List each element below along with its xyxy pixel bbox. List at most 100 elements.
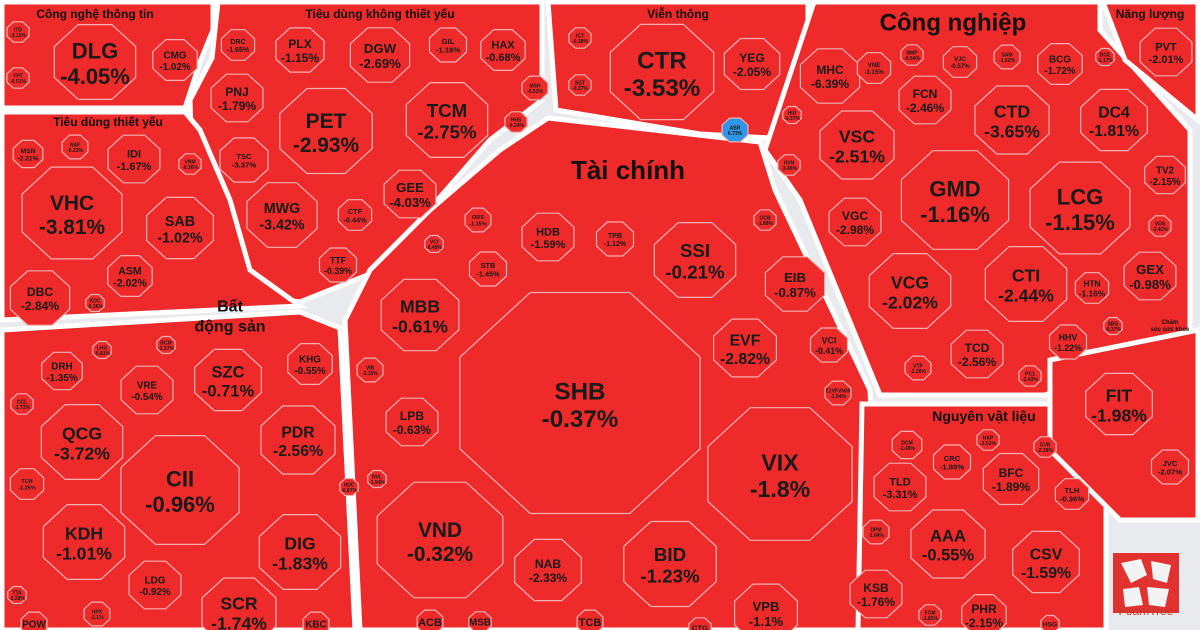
cell-ctd[interactable]: CTD-3.65% [974, 85, 1050, 155]
cell-vpb[interactable]: VPB-1.1% [733, 583, 799, 630]
cell-bmp[interactable]: BMP-0.94% [900, 44, 924, 66]
cell-shape[interactable] [302, 611, 330, 630]
cell-hax[interactable]: HAX-0.68% [480, 29, 526, 72]
cell-shape[interactable] [1033, 436, 1057, 458]
cell-lhg[interactable]: LHG-0.81% [92, 340, 112, 360]
cell-shape[interactable] [468, 611, 492, 630]
cell-ors[interactable]: ORS-1.15% [464, 207, 492, 233]
cell-shape[interactable] [862, 519, 890, 545]
cell-shape[interactable] [849, 569, 903, 619]
cell-shape[interactable] [107, 255, 153, 297]
cell-shape[interactable] [428, 27, 468, 63]
cell-shape[interactable] [337, 199, 373, 231]
cell-shape[interactable] [1054, 478, 1090, 510]
cell-shape[interactable] [92, 340, 112, 360]
cell-shape[interactable] [799, 48, 861, 104]
cell-shape[interactable] [279, 87, 373, 175]
cell-shape[interactable] [623, 520, 717, 608]
cell-vtp[interactable]: VTP-2.28% [904, 355, 932, 381]
cell-pdr[interactable]: PDR-2.56% [260, 405, 336, 475]
cell-msn[interactable]: MSN-2.21% [12, 139, 44, 169]
cell-shape[interactable] [146, 196, 214, 260]
cell-tcd[interactable]: TCD-2.56% [950, 329, 1004, 379]
cell-shape[interactable] [318, 247, 358, 283]
cell-lpb[interactable]: LPB-0.63% [385, 397, 439, 447]
cell-qcg[interactable]: QCG-3.72% [40, 404, 124, 480]
cell-asm[interactable]: ASM-2.02% [107, 255, 153, 297]
cell-shape[interactable] [1080, 88, 1148, 152]
cell-stb[interactable]: STB-1.45% [468, 251, 508, 287]
cell-shape[interactable] [220, 29, 256, 61]
cell-bce[interactable]: BCE-1.17% [1095, 47, 1115, 67]
cell-shape[interactable] [61, 134, 89, 160]
cell-shb[interactable]: SHB-0.37% [459, 291, 701, 515]
cell-vci[interactable]: VCI-0.49% [424, 234, 444, 254]
cell-shape[interactable] [868, 253, 952, 329]
cell-shape[interactable] [712, 318, 778, 378]
cell-tpb[interactable]: TPB-1.12% [595, 221, 635, 257]
cell-shape[interactable] [9, 468, 45, 500]
cell-shape[interactable] [976, 429, 1000, 451]
cell-shape[interactable] [1029, 161, 1131, 255]
cell-tlh[interactable]: TLH-0.36% [1054, 478, 1090, 510]
cell-sgt[interactable]: SGT-0.27% [568, 74, 592, 96]
cell-nab[interactable]: NAB-2.33% [514, 538, 582, 602]
cell-pow[interactable]: POW [20, 611, 48, 630]
cell-fcm[interactable]: FCM-1.85% [918, 604, 942, 626]
cell-shape[interactable] [721, 117, 749, 143]
cell-shape[interactable] [900, 150, 1010, 250]
cell-shape[interactable] [777, 154, 801, 176]
cell-vre[interactable]: VRE-0.54% [120, 365, 174, 415]
cell-sab[interactable]: SAB-1.02% [146, 196, 214, 260]
cell-shape[interactable] [891, 430, 923, 460]
cell-ocb[interactable]: OCB-1.88% [753, 209, 777, 231]
cell-vne[interactable]: VNE-3.15% [856, 52, 892, 84]
cell-shape[interactable] [595, 221, 635, 257]
cell-shape[interactable] [1085, 372, 1153, 436]
cell-gil[interactable]: GIL-1.18% [428, 27, 468, 63]
cell-idi[interactable]: IDI-1.67% [107, 134, 161, 184]
cell-shape[interactable] [1037, 42, 1083, 86]
cell-shape[interactable] [974, 85, 1050, 155]
cell-shape[interactable] [416, 609, 444, 630]
cell-shape[interactable] [156, 335, 176, 355]
cell-naf[interactable]: NAF-0.22% [61, 134, 89, 160]
cell-dc4[interactable]: DC4-1.81% [1080, 88, 1148, 152]
cell-hid[interactable]: HID-0.37% [782, 105, 802, 125]
cell-shape[interactable] [459, 291, 701, 515]
cell-shape[interactable] [1144, 155, 1186, 195]
cell-nvl[interactable]: NVL-1.94% [367, 469, 387, 489]
cell-ict[interactable]: ICT-0.38% [568, 27, 592, 49]
cell-cti[interactable]: CTI-2.44% [984, 246, 1068, 322]
cell-shape[interactable] [819, 110, 895, 180]
cell-shape[interactable] [900, 44, 924, 66]
cell-hvn[interactable]: HVN-3.46% [777, 154, 801, 176]
cell-ssi[interactable]: SSI-0.21% [653, 222, 737, 298]
cell-shape[interactable] [753, 209, 777, 231]
cell-shape[interactable] [178, 153, 202, 175]
cell-shape[interactable] [53, 24, 137, 101]
cell-shape[interactable] [1018, 365, 1042, 387]
cell-fit[interactable]: FIT-1.98% [1085, 372, 1153, 436]
cell-shape[interactable] [349, 27, 411, 83]
cell-shape[interactable] [260, 405, 336, 475]
cell-tld[interactable]: TLD-3.31% [873, 462, 927, 512]
cell-shape[interactable] [828, 197, 882, 247]
cell-hhv[interactable]: HHV-1.22% [1048, 324, 1088, 360]
cell-shape[interactable] [339, 477, 359, 497]
cell-mbb[interactable]: MBB-0.61% [380, 278, 460, 352]
cell-vhc[interactable]: VHC-3.81% [21, 166, 123, 260]
cell-bid[interactable]: BID-1.23% [623, 520, 717, 608]
cell-shape[interactable] [576, 609, 604, 630]
cell-ttf[interactable]: TTF-0.39% [318, 247, 358, 283]
cell-ccl[interactable]: CCL-1.72% [10, 393, 34, 415]
cell-cmg[interactable]: CMG-1.02% [152, 38, 198, 82]
cell-shape[interactable] [42, 504, 126, 581]
cell-shape[interactable] [376, 481, 504, 599]
cell-hap[interactable]: HAP-3.51% [976, 429, 1000, 451]
cell-shape[interactable] [873, 462, 927, 512]
cell-msb[interactable]: MSB [468, 611, 492, 630]
cell-shape[interactable] [764, 256, 826, 312]
cell-shape[interactable] [932, 444, 972, 480]
